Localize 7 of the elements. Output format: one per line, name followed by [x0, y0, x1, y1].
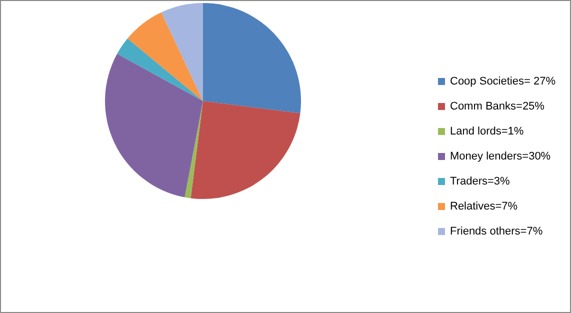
legend-label: Relatives=7% — [450, 200, 518, 212]
legend-label: Money lenders=30% — [450, 150, 551, 162]
legend-label: Comm Banks=25% — [450, 100, 545, 112]
legend-label: Traders=3% — [450, 176, 510, 188]
legend-label: Coop Societies= 27% — [450, 76, 556, 88]
legend-label: Land lords=1% — [450, 126, 524, 138]
legend-label: Friends others=7% — [450, 226, 543, 238]
